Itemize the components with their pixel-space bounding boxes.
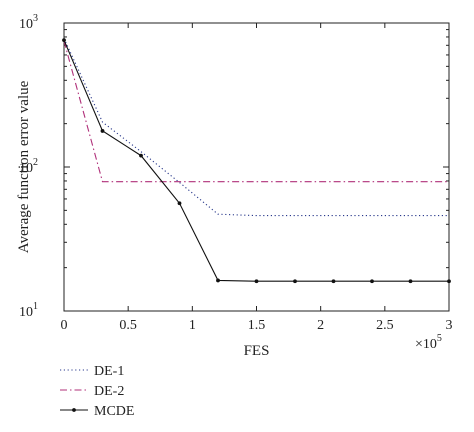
legend-label-de-2: DE-2: [94, 384, 124, 399]
series-marker-mcde: [408, 279, 413, 284]
y-tick-label-base: 10: [19, 161, 33, 176]
x-tick-label: 1: [189, 318, 196, 333]
y-axis-label: Average function error value: [16, 80, 32, 253]
legend-label-mcde: MCDE: [94, 404, 134, 419]
series-line-de-1: [63, 38, 449, 217]
x-tick-label: 0.5: [119, 318, 137, 333]
x-tick-label: 2.5: [376, 318, 394, 333]
y-tick-label-base: 10: [19, 305, 33, 320]
series-marker-mcde: [139, 153, 143, 158]
x-axis-label: FES: [244, 343, 270, 359]
series-marker-mcde: [177, 201, 182, 206]
y-tick-label: 102: [19, 157, 38, 176]
legend-label-de-1: DE-1: [94, 364, 124, 379]
x-tick-label: 1.5: [248, 318, 266, 333]
y-tick-label: 103: [19, 13, 38, 32]
series-marker-mcde: [254, 279, 259, 284]
x-tick-label: 2: [317, 318, 324, 333]
tick-marks: [63, 22, 450, 312]
series-lines: [62, 38, 451, 284]
x-tick-label: 3: [446, 318, 453, 333]
x-axis-multiplier: ×105: [415, 333, 442, 352]
series-marker-mcde: [447, 279, 451, 284]
y-tick-label-exponent: 3: [33, 13, 38, 24]
legend: DE-1 DE-2 MCDE: [60, 364, 134, 419]
series-marker-mcde: [331, 279, 336, 284]
series-marker-mcde: [293, 279, 297, 284]
y-tick-label: 101: [19, 301, 38, 320]
series-marker-mcde: [216, 278, 220, 283]
series-marker-mcde: [370, 279, 374, 284]
series-marker-mcde: [62, 38, 66, 43]
y-tick-label-base: 10: [19, 17, 33, 32]
x-multiplier-base: ×10: [415, 337, 437, 352]
x-tick-label: 0: [61, 318, 68, 333]
y-tick-label-exponent: 1: [33, 301, 38, 312]
x-multiplier-exponent: 5: [437, 333, 442, 344]
y-tick-label-exponent: 2: [33, 157, 38, 168]
series-marker-mcde: [100, 129, 105, 133]
legend-marker: [72, 408, 76, 412]
